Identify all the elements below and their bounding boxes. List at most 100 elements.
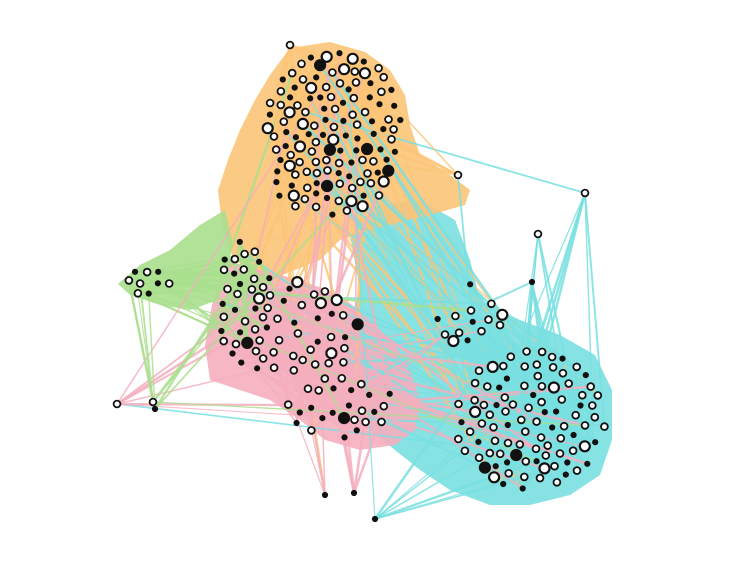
graph-node: [142, 267, 152, 277]
graph-node: [515, 440, 525, 449]
edge: [467, 321, 474, 341]
edge: [328, 361, 586, 427]
graph-node: [148, 397, 158, 407]
edge: [352, 394, 371, 494]
graph-node: [541, 408, 548, 416]
graph-node: [360, 192, 367, 199]
graph-node: [239, 265, 249, 274]
graph-node: [305, 131, 312, 138]
graph-node: [320, 374, 330, 383]
graph-node: [391, 148, 398, 155]
graph-node: [287, 189, 300, 202]
graph-node: [323, 143, 336, 156]
graph-node: [351, 78, 361, 87]
graph-node: [562, 471, 569, 478]
graph-node: [305, 81, 318, 95]
graph-node: [293, 419, 300, 427]
graph-node: [556, 433, 566, 443]
graph-node: [301, 107, 310, 117]
graph-node: [350, 415, 359, 425]
graph-node: [237, 329, 244, 336]
graph-node: [521, 457, 531, 466]
graph-node: [221, 256, 228, 263]
graph-node: [590, 412, 600, 422]
graph-node: [340, 117, 347, 125]
graph-node: [112, 399, 122, 409]
graph-node: [255, 258, 263, 265]
graph-node: [522, 347, 531, 356]
graph-node: [572, 362, 581, 372]
edge: [453, 340, 562, 439]
graph-node: [496, 384, 503, 391]
graph-node: [287, 68, 297, 78]
graph-node: [371, 515, 379, 523]
graph-node: [489, 422, 498, 432]
graph-node: [535, 473, 545, 483]
graph-node: [219, 336, 229, 346]
graph-node: [477, 419, 487, 428]
graph-node: [293, 329, 303, 338]
graph-node: [559, 355, 566, 362]
graph-node: [374, 169, 381, 176]
graph-node: [328, 310, 335, 317]
graph-node: [310, 360, 320, 369]
edge: [227, 288, 545, 413]
edge: [258, 261, 345, 419]
graph-node: [552, 477, 562, 487]
graph-node: [508, 400, 518, 409]
graph-node: [313, 190, 320, 197]
edge: [116, 72, 334, 405]
graph-node: [447, 334, 460, 348]
graph-node: [466, 306, 476, 315]
edge: [469, 309, 535, 396]
graph-node: [479, 400, 489, 410]
graph-node: [547, 381, 561, 394]
edge: [493, 192, 586, 478]
graph-node: [254, 365, 261, 372]
graph-node: [350, 489, 358, 497]
graph-node: [510, 448, 523, 462]
graph-node: [261, 122, 274, 135]
graph-node: [377, 146, 384, 153]
graph-node: [302, 167, 312, 177]
graph-node: [286, 285, 293, 292]
graph-node: [300, 194, 310, 204]
graph-node: [524, 403, 533, 413]
graph-node: [151, 405, 159, 413]
graph-node: [578, 440, 591, 453]
graph-node: [519, 485, 526, 492]
edge: [343, 437, 356, 494]
graph-node: [358, 67, 371, 80]
graph-node: [547, 352, 557, 362]
graph-node: [495, 320, 505, 330]
graph-node: [323, 166, 332, 175]
graph-node: [324, 358, 334, 368]
graph-node: [454, 399, 463, 409]
graph-node: [503, 438, 513, 448]
edge: [374, 394, 534, 520]
graph-node: [351, 318, 364, 331]
graph-node: [273, 179, 280, 186]
graph-node: [131, 268, 139, 275]
graph-node: [346, 52, 359, 65]
graph-node: [550, 461, 559, 471]
graph-node: [236, 238, 243, 245]
graph-node: [297, 300, 307, 310]
graph-node: [453, 434, 463, 444]
graph-node: [498, 361, 508, 371]
graph-node: [377, 87, 386, 97]
graph-node: [258, 282, 268, 292]
graph-node: [289, 365, 299, 375]
graph-node: [269, 347, 278, 357]
graph-node: [339, 357, 348, 367]
edge: [243, 253, 265, 288]
graph-node: [347, 183, 357, 193]
graph-node: [241, 336, 254, 349]
graph-node: [280, 297, 287, 304]
edge: [311, 385, 591, 409]
edge: [339, 150, 391, 395]
graph-node: [283, 400, 293, 409]
graph-node: [219, 312, 229, 322]
graph-node: [570, 431, 577, 439]
graph-node: [330, 293, 343, 307]
